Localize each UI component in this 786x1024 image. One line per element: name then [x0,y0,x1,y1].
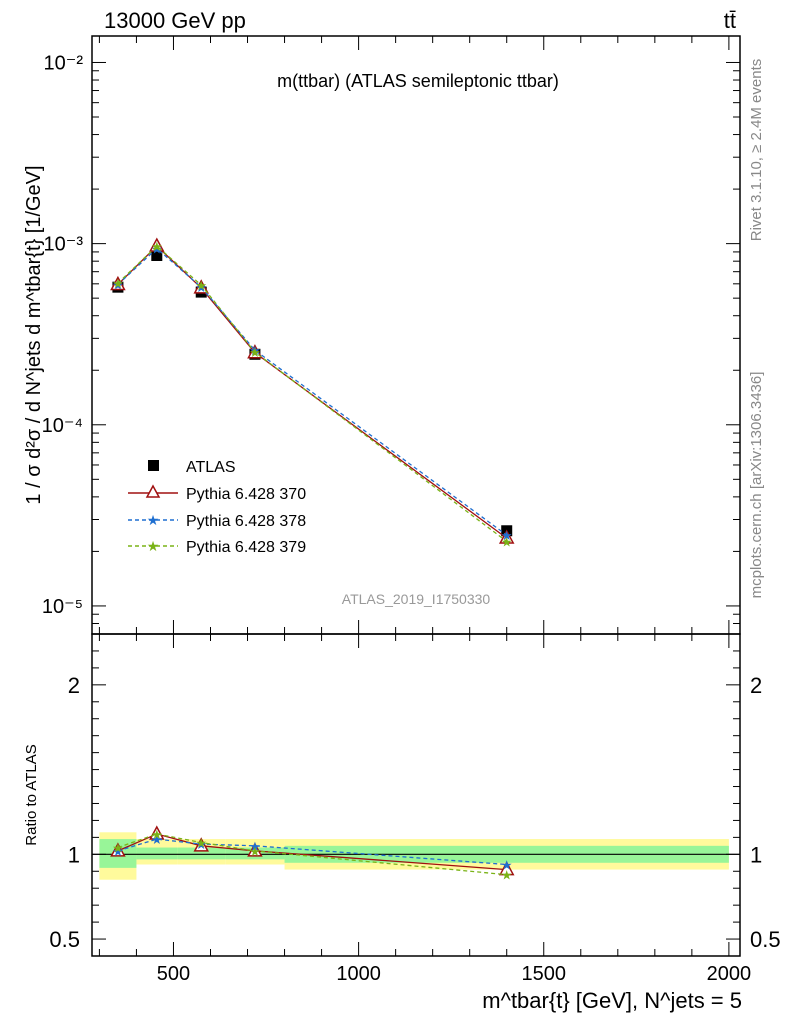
ratio-y-tick-label: 0.5 [49,927,80,952]
main-y-tick-label: 10⁻⁵ [42,596,83,618]
ratio-y-tick-label: 2 [68,673,80,698]
x-tick-label: 1500 [521,963,566,985]
x-tick-label: 2000 [707,963,752,985]
main-y-axis-label: 1 / σ d²σ / d N^jets d m^tbar{t} [1/GeV] [23,165,45,504]
ratio-y-tick-label-right: 0.5 [750,927,781,952]
stat-uncertainty-band [136,847,178,860]
data-point-pythia-6-428-379: ★ [249,345,261,360]
data-point-pythia-6-428-378: ★ [249,343,261,358]
data-point-pythia-6-428-370 [247,842,263,857]
main-y-tick-label: 10⁻³ [44,234,84,256]
data-point-pythia-6-428-370 [498,529,515,544]
main-panel: m(ttbar) (ATLAS semileptonic ttbar) ATLA… [23,35,741,635]
x-axis-label: m^tbar{t} [GeV], N^jets = 5 [482,988,742,1013]
data-point-pythia-6-428-379: ★ [151,827,163,842]
data-point-pythia-6-428-378: ★ [195,280,207,295]
series-line-pythia-6-428-379 [117,833,507,876]
data-point-pythia-6-428-378: ★ [112,844,124,859]
data-point-pythia-6-428-379: ★ [501,868,513,883]
x-tick-label: 1000 [336,963,381,985]
data-point-pythia-6-428-379: ★ [151,239,163,254]
ratio-frame [91,633,741,957]
ratio-y-tick-label-right: 1 [750,842,762,867]
legend-label-370: Pythia 6.428 370 [186,486,306,503]
ratio-axis-ticks: 0.5 0.5 1 1 2 2 500 1000 1500 2000 [49,633,781,985]
legend-label-atlas: ATLAS [186,459,236,476]
data-point-pythia-6-428-378: ★ [151,241,163,256]
data-point-pythia-6-428-370 [193,279,209,294]
legend-marker-atlas [148,460,159,471]
ratio-panel: 0.5 0.5 1 1 2 2 500 1000 1500 2000 ★★ ★ ★★★★★★★ Rat… [23,633,781,1013]
data-point-pythia-6-428-379: ★ [112,841,124,856]
data-point-pythia-6-428-370 [149,825,165,840]
ratio-y-tick-label-right: 2 [750,673,762,698]
series-line-pythia-6-428-370 [117,245,508,539]
rivet-label: Rivet 3.1.10, ≥ 2.4M events [748,59,765,242]
mcplots-label: mcplots.cern.ch [arXiv:1306.3436] [748,372,765,599]
data-point-pythia-6-428-379: ★ [249,844,261,859]
data-point-pythia-6-428-378: ★ [501,857,513,872]
analysis-id: ATLAS_2019_I1750330 [342,591,491,607]
main-axis-ticks: 10⁻⁵ 10⁻⁴ 10⁻³ 10⁻² [42,36,740,635]
legend-marker-378: ★ [147,512,160,528]
data-point-pythia-6-428-370 [110,275,126,291]
series-line-pythia-6-428-378 [117,838,507,866]
ratio-series-group: ★★ ★ ★★★★★★★ [110,825,515,883]
series-line-pythia-6-428-378 [117,247,508,536]
data-point-pythia-6-428-378: ★ [501,528,513,543]
legend-marker-370 [145,484,161,498]
data-point-pythia-6-428-379: ★ [501,534,513,549]
x-tick-label: 500 [157,963,190,985]
ratio-y-axis-label: Ratio to ATLAS [23,744,40,845]
legend-label-378: Pythia 6.428 378 [186,513,306,530]
ratio-bands [92,832,740,880]
data-point-pythia-6-428-379: ★ [195,278,207,293]
series-line-pythia-6-428-379 [117,245,508,542]
stat-uncertainty-band [177,847,226,860]
data-point-atlas [151,249,163,261]
plot-title: m(ttbar) (ATLAS semileptonic ttbar) [277,71,559,91]
ratio-y-tick-label: 1 [68,842,80,867]
legend: ATLAS Pythia 6.428 370 ★ Pythia 6.428 37… [128,459,306,556]
main-y-tick-label: 10⁻⁴ [42,415,83,437]
data-point-pythia-6-428-378: ★ [249,839,261,854]
data-point-pythia-6-428-379: ★ [112,276,124,291]
data-point-pythia-6-428-378: ★ [112,277,124,292]
data-point-pythia-6-428-378: ★ [195,837,207,852]
legend-marker-379: ★ [147,538,160,554]
energy-label: 13000 GeV pp [104,8,246,33]
data-point-pythia-6-428-370 [193,837,209,852]
legend-label-379: Pythia 6.428 379 [186,539,306,556]
main-series-group: ★★★★★★★★★★ [110,237,515,549]
main-y-tick-label: 10⁻² [44,52,84,74]
data-point-pythia-6-428-370 [498,860,515,876]
data-point-pythia-6-428-379: ★ [195,835,207,850]
data-point-pythia-6-428-378: ★ [151,832,163,847]
process-label: tt̄ [724,8,736,33]
